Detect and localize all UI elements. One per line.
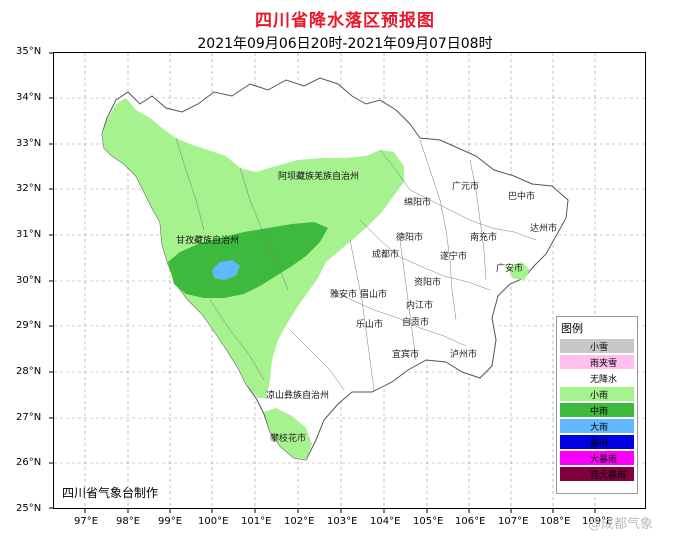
legend-swatch — [560, 419, 634, 433]
map-legend: 图例 小雪 雨夹雪 无降水 小雨 中雨 大雨 暴雨 大暴雨 特大暴雨 — [556, 316, 638, 494]
legend-item: 中雨 — [560, 403, 634, 419]
legend-label: 中雨 — [590, 407, 609, 417]
city-label-dazhou: 达州市 — [530, 222, 557, 234]
legend-item: 雨夹雪 — [560, 355, 634, 371]
lon-label: 104°E — [370, 516, 401, 527]
city-label-guangyuan: 广元市 — [452, 180, 479, 192]
watermark: @成都气象 — [588, 517, 654, 532]
lon-label: 97°E — [74, 516, 99, 527]
lon-label: 100°E — [198, 516, 229, 527]
legend-item: 大雨 — [560, 419, 634, 435]
lat-label: 29°N — [16, 320, 42, 331]
city-label-nanchong: 南充市 — [470, 231, 497, 243]
lat-label: 31°N — [16, 229, 42, 240]
legend-swatch — [560, 387, 634, 401]
city-label-chengdu: 成都市 — [372, 248, 399, 260]
light-rain-area-east — [508, 262, 530, 280]
legend-swatch — [560, 355, 634, 369]
lon-label: 99°E — [158, 516, 183, 527]
legend-swatch — [560, 467, 634, 481]
legend-label: 无降水 — [590, 375, 618, 385]
legend-title: 图例 — [561, 322, 583, 335]
lat-label: 34°N — [16, 92, 42, 103]
region-label-ganzi: 甘孜藏族自治州 — [176, 234, 239, 246]
city-label-zigong: 自贡市 — [402, 316, 429, 328]
lon-label: 106°E — [455, 516, 486, 527]
lon-label: 102°E — [284, 516, 315, 527]
legend-item: 小雪 — [560, 339, 634, 355]
legend-item: 小雨 — [560, 387, 634, 403]
map-frame — [53, 52, 646, 509]
city-label-guangan: 广安市 — [496, 262, 523, 274]
map-title: 四川省降水落区预报图 — [255, 11, 435, 31]
city-label-leshan: 乐山市 — [356, 318, 383, 330]
credit-text: 四川省气象台制作 — [62, 486, 159, 500]
legend-swatch — [560, 371, 634, 385]
legend-label: 暴雨 — [590, 439, 609, 449]
map-subtitle: 2021年09月06日20时-2021年09月07日08时 — [197, 36, 493, 52]
lat-label: 30°N — [16, 275, 42, 286]
lon-label: 103°E — [327, 516, 358, 527]
lon-label: 101°E — [241, 516, 272, 527]
light-rain-area-south — [264, 408, 312, 460]
city-label-bazhong: 巴中市 — [508, 190, 535, 202]
city-label-yaan: 雅安市 — [330, 288, 357, 300]
moderate-rain-area — [168, 222, 328, 298]
region-label-aba: 阿坝藏族羌族自治州 — [278, 170, 359, 182]
county-boundaries — [175, 137, 537, 391]
legend-item: 暴雨 — [560, 435, 634, 451]
lon-label: 107°E — [498, 516, 529, 527]
legend-label: 小雪 — [590, 343, 609, 353]
city-label-deyang: 德阳市 — [396, 231, 423, 243]
city-label-yibin: 宜宾市 — [392, 348, 419, 360]
legend-item: 无降水 — [560, 371, 634, 387]
legend-swatch — [560, 403, 634, 417]
city-label-ziyang: 资阳市 — [414, 276, 441, 288]
legend-label: 雨夹雪 — [590, 359, 618, 369]
lat-label: 25°N — [16, 503, 42, 514]
lat-label: 35°N — [16, 46, 42, 57]
lon-label: 98°E — [116, 516, 141, 527]
heavy-rain-area — [212, 260, 240, 280]
legend-label: 大雨 — [590, 423, 609, 433]
lat-label: 27°N — [16, 412, 42, 423]
lon-label: 108°E — [540, 516, 571, 527]
city-label-mianyang: 绵阳市 — [404, 196, 431, 208]
legend-swatch — [560, 339, 634, 353]
city-label-neijiang: 内江市 — [406, 299, 433, 311]
lon-label: 109°E — [582, 516, 613, 527]
city-label-meishan: 眉山市 — [360, 288, 387, 300]
legend-swatch — [560, 435, 634, 449]
legend-item: 特大暴雨 — [560, 467, 634, 483]
legend-label: 特大暴雨 — [590, 471, 627, 481]
lat-label: 28°N — [16, 366, 42, 377]
region-label-liangshan: 凉山彝族自治州 — [266, 389, 329, 401]
legend-label: 大暴雨 — [590, 455, 618, 465]
city-label-suining: 遂宁市 — [440, 250, 467, 262]
legend-item: 大暴雨 — [560, 451, 634, 467]
lat-label: 33°N — [16, 138, 42, 149]
lon-label: 105°E — [413, 516, 444, 527]
legend-swatch — [560, 451, 634, 465]
legend-label: 小雨 — [590, 391, 609, 401]
city-label-panzhihua: 攀枝花市 — [270, 432, 306, 444]
city-label-luzhou: 泸州市 — [450, 348, 477, 360]
lat-label: 26°N — [16, 457, 42, 468]
lat-label: 32°N — [16, 183, 42, 194]
